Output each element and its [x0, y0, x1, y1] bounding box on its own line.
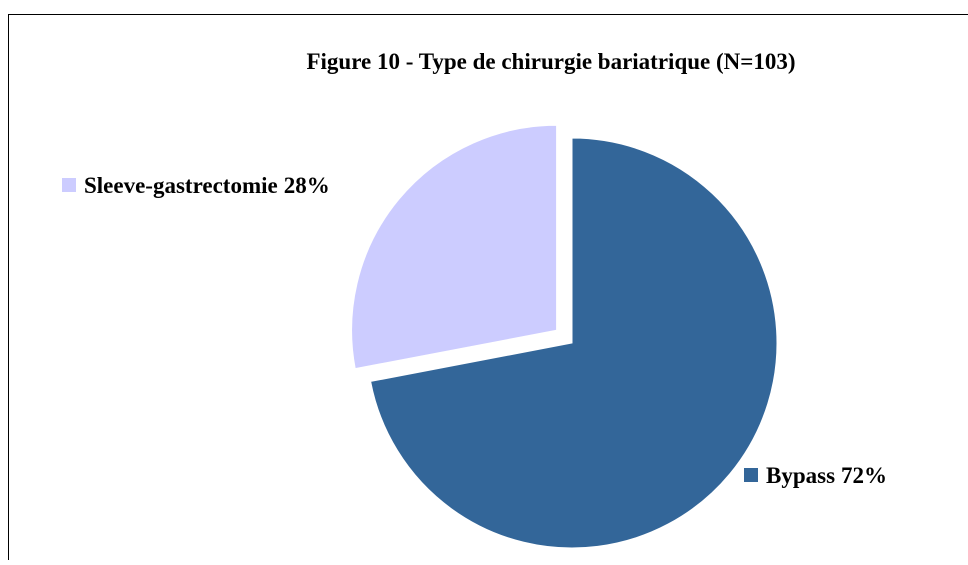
category-label: Sleeve-gastrectomie: [84, 173, 278, 198]
value-label: 72%: [841, 463, 887, 488]
legend-swatch: [744, 468, 758, 482]
chart-title: Figure 10 - Type de chirurgie bariatriqu…: [306, 49, 795, 74]
value-label: 28%: [284, 173, 330, 198]
legend-swatch: [62, 178, 76, 192]
category-label: Bypass: [766, 463, 835, 488]
